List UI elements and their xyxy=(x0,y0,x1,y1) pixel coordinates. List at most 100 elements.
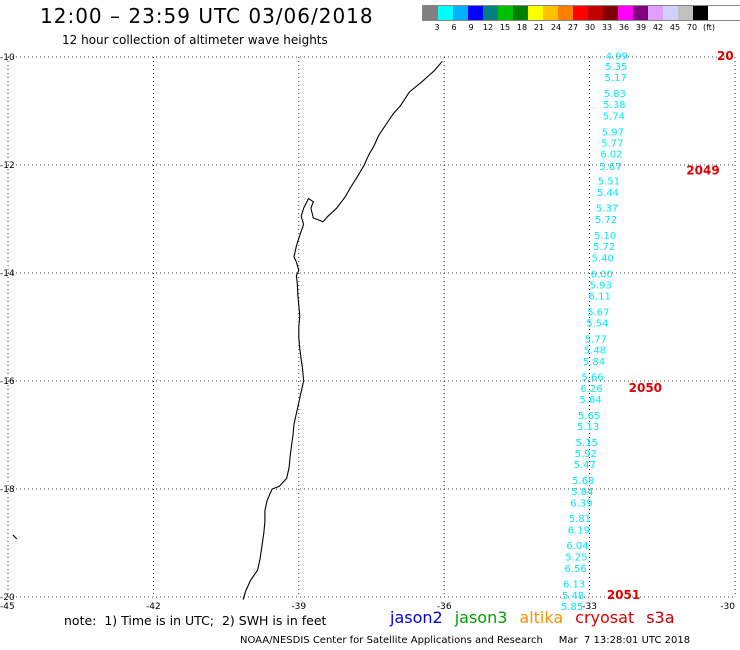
satellite-name: altika xyxy=(519,608,564,627)
lon-tick-label: -39 xyxy=(291,602,306,612)
color-scale-label: 27 xyxy=(567,23,579,32)
swh-value: 6.11 xyxy=(589,292,611,303)
swh-value: 5.72 xyxy=(595,215,617,226)
lon-tick-label: -45 xyxy=(0,602,15,612)
lon-tick-label: -36 xyxy=(437,602,452,612)
color-scale-label: 12 xyxy=(482,23,494,32)
swh-track: 4.995.355.175.835.385.745.975.776.025.67… xyxy=(561,51,628,613)
swh-value: 6.00 xyxy=(591,270,613,281)
satellite-legend: jason2 jason3 altika cryosat s3a xyxy=(390,608,687,627)
color-scale-label: 36 xyxy=(618,23,630,32)
pass-number: 2051 xyxy=(607,588,640,602)
swh-value: 5.67 xyxy=(599,162,621,173)
swh-value: 5.72 xyxy=(593,242,615,253)
lat-tick-label: -18 xyxy=(0,485,15,495)
color-swatch xyxy=(468,6,483,20)
swh-value: 6.04 xyxy=(566,541,588,552)
swh-value: 6.02 xyxy=(600,150,622,161)
color-scale-label: (ft) xyxy=(702,23,716,32)
swh-value: 6.56 xyxy=(564,564,586,575)
swh-value: 5.67 xyxy=(587,307,609,318)
satellite-name: jason2 xyxy=(390,608,443,627)
lat-tick-label: -10 xyxy=(0,53,15,63)
pass-number: 2049 xyxy=(686,163,719,177)
chart-title: 12:00 – 23:59 UTC 03/06/2018 xyxy=(40,4,374,28)
color-swatch xyxy=(633,6,648,20)
color-swatch xyxy=(693,6,708,20)
swh-value: 5.77 xyxy=(601,138,623,149)
swh-value: 5.51 xyxy=(598,177,620,188)
lon-tick-label: -30 xyxy=(720,602,735,612)
swh-value: 5.35 xyxy=(605,62,627,73)
swh-value: 5.65 xyxy=(578,411,600,422)
color-swatch xyxy=(498,6,513,20)
color-scale-label: 24 xyxy=(550,23,562,32)
credit-footer: NOAA/NESDIS Center for Satellite Applica… xyxy=(240,635,691,646)
swh-value: 5.17 xyxy=(605,73,627,84)
swh-value: 5.92 xyxy=(575,449,597,460)
swh-value: 6.19 xyxy=(568,526,590,537)
swh-value: 5.48 xyxy=(584,346,606,357)
color-swatch xyxy=(663,6,678,20)
color-swatch xyxy=(438,6,453,20)
swh-value: 6.39 xyxy=(570,499,592,510)
swh-value: 5.85 xyxy=(561,602,583,613)
color-scale-label: 15 xyxy=(499,23,511,32)
color-swatch xyxy=(423,6,438,20)
color-swatch xyxy=(618,6,633,20)
lat-tick-label: -14 xyxy=(0,269,15,279)
color-swatch xyxy=(648,6,663,20)
lat-tick-label: -16 xyxy=(0,377,15,387)
swh-value: 5.66 xyxy=(581,373,603,384)
swh-value: 5.47 xyxy=(574,460,596,471)
axis-tick-labels: -45 -42 -39 -36 -33 -30 -10 -12 -14 -16 -18 -20 xyxy=(0,53,735,612)
color-swatch xyxy=(558,6,573,20)
lon-tick-label: -42 xyxy=(146,602,161,612)
color-scale-label: 30 xyxy=(584,23,596,32)
swh-value: 5.84 xyxy=(583,357,605,368)
swh-value: 5.37 xyxy=(596,204,618,215)
color-scale-label: 39 xyxy=(635,23,647,32)
satellite-name: cryosat xyxy=(575,608,635,627)
chart-subtitle: 12 hour collection of altimeter wave hei… xyxy=(62,33,328,47)
color-scale-label: 33 xyxy=(601,23,613,32)
swh-value: 6.13 xyxy=(563,580,585,591)
swh-value: 5.10 xyxy=(594,231,616,242)
swh-value: 5.15 xyxy=(576,438,598,449)
swh-value: 5.68 xyxy=(572,476,594,487)
swh-value: 5.77 xyxy=(585,334,607,345)
swh-value: 5.93 xyxy=(590,280,612,291)
color-swatch xyxy=(543,6,558,20)
color-scale-labels: 3 6 9 12 15 18 21 24 27 30 33 36 39 42 45 70 (ft) xyxy=(422,21,740,33)
swh-value: 5.83 xyxy=(604,89,626,100)
color-scale-label: 21 xyxy=(533,23,545,32)
color-swatch xyxy=(573,6,588,20)
swh-value: 5.48 xyxy=(562,591,584,602)
color-swatch xyxy=(678,6,693,20)
swh-value: 5.81 xyxy=(569,514,591,525)
swh-value: 5.40 xyxy=(592,253,614,264)
swh-value: 5.54 xyxy=(586,319,608,330)
color-swatch xyxy=(603,6,618,20)
swh-value: 5.13 xyxy=(577,422,599,433)
color-swatch xyxy=(513,6,528,20)
color-scale-label: 70 xyxy=(686,23,698,32)
satellite-name: jason3 xyxy=(454,608,508,627)
lat-lon-grid xyxy=(7,56,736,598)
color-scale xyxy=(422,5,740,21)
color-scale-label: 6 xyxy=(451,23,457,32)
swh-value: 5.84 xyxy=(571,487,593,498)
color-legend: 3 6 9 12 15 18 21 24 27 30 33 36 39 42 45 70 (ft) xyxy=(422,5,740,33)
color-scale-label: 3 xyxy=(434,23,440,32)
pass-number: 20 xyxy=(717,49,734,63)
units-note: note: 1) Time is in UTC; 2) SWH is in fe… xyxy=(64,613,327,628)
swh-value: 5.64 xyxy=(579,395,601,406)
swh-value: 4.99 xyxy=(606,51,628,62)
lat-tick-label: -20 xyxy=(0,593,15,603)
color-scale-label: 45 xyxy=(669,23,681,32)
color-swatch xyxy=(453,6,468,20)
pass-labels: 20 2049 2050 2051 xyxy=(607,49,734,602)
color-swatch xyxy=(588,6,603,20)
color-scale-label: 9 xyxy=(468,23,474,32)
